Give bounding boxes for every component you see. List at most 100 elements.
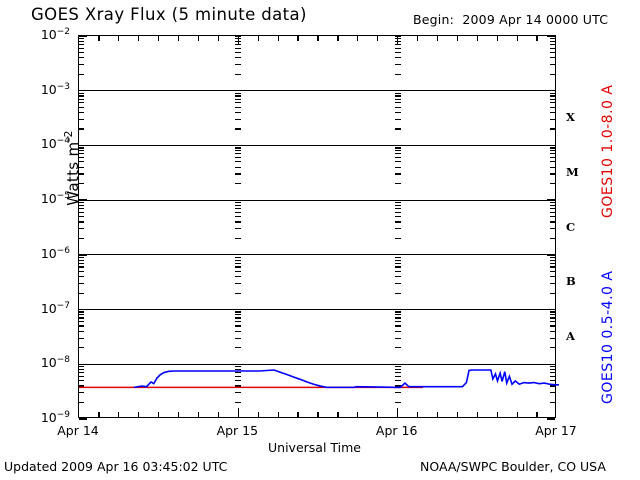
x-tick-day <box>397 36 399 45</box>
gridline <box>79 309 555 311</box>
interior-day-tick <box>235 95 242 97</box>
interior-day-tick <box>235 392 242 394</box>
interior-day-tick <box>235 337 242 339</box>
interior-day-tick <box>394 392 401 394</box>
x-tick-minor <box>536 412 538 417</box>
x-tick-minor <box>377 412 379 417</box>
y-tick-minor <box>550 57 555 59</box>
y-tick-minor <box>550 292 555 294</box>
interior-day-tick <box>394 221 401 223</box>
y-tick-minor <box>79 40 84 42</box>
interior-day-tick <box>235 90 242 92</box>
y-tick-minor <box>79 173 84 175</box>
x-tick-minor <box>297 36 299 41</box>
interior-day-tick <box>394 161 401 163</box>
x-tick-minor <box>177 412 180 417</box>
interior-day-tick <box>235 147 242 149</box>
x-tick-minor <box>476 36 478 41</box>
interior-day-tick <box>394 208 401 210</box>
legend-short-channel: GOES10 0.5-4.0 A <box>600 270 616 404</box>
legend-long-channel: GOES10 1.0-8.0 A <box>600 84 616 218</box>
y-tick-minor <box>79 330 84 332</box>
plot-area <box>78 35 556 420</box>
y-tick-minor <box>550 128 555 130</box>
interior-day-tick <box>394 292 401 294</box>
y-tick-major <box>79 35 87 37</box>
x-tick-minor <box>217 36 219 41</box>
interior-day-tick <box>394 385 401 387</box>
x-tick-minor <box>217 412 219 417</box>
y-tick-minor <box>550 156 555 159</box>
interior-day-tick <box>394 325 401 327</box>
x-tick-minor <box>436 36 439 41</box>
interior-day-tick <box>394 102 401 104</box>
y-tick-minor <box>79 262 84 264</box>
interior-day-tick <box>235 153 242 155</box>
y-tick-minor <box>79 392 84 394</box>
interior-day-tick <box>235 37 242 40</box>
y-tick-minor <box>79 211 84 213</box>
y-tick-minor <box>79 325 84 327</box>
y-tick-label: 10−9 <box>40 410 70 426</box>
y-tick-minor <box>79 282 84 285</box>
y-tick-minor <box>79 270 84 272</box>
x-tick-minor <box>496 36 498 41</box>
x-tick-minor <box>158 412 160 417</box>
gridline <box>79 144 555 146</box>
x-tick-minor <box>257 36 259 41</box>
interior-day-tick <box>394 128 401 130</box>
interior-day-tick <box>394 106 401 108</box>
y-tick-minor <box>550 375 555 377</box>
interior-day-tick <box>235 73 242 75</box>
interior-day-tick <box>235 401 242 404</box>
y-tick-minor <box>79 321 84 323</box>
x-tick-minor <box>138 412 140 417</box>
interior-day-tick <box>394 43 401 46</box>
y-tick-minor <box>79 128 84 130</box>
x-tick-minor <box>377 36 379 41</box>
y-tick-minor <box>79 372 84 374</box>
interior-day-tick <box>235 266 242 268</box>
y-tick-minor <box>550 266 555 268</box>
y-tick-minor <box>550 321 555 323</box>
y-tick-minor <box>550 276 555 278</box>
interior-day-tick <box>235 259 242 261</box>
x-tick-minor <box>337 412 339 417</box>
interior-day-tick <box>394 380 401 382</box>
interior-day-tick <box>394 256 401 258</box>
interior-day-tick <box>394 317 401 319</box>
page-title: GOES Xray Flux (5 minute data) <box>31 5 307 24</box>
y-tick-minor <box>550 392 555 394</box>
interior-day-tick <box>394 57 401 59</box>
x-tick-day <box>237 36 239 45</box>
x-tick-minor <box>337 36 339 41</box>
interior-day-tick <box>235 150 242 152</box>
y-tick-major <box>547 363 555 365</box>
interior-day-tick <box>394 276 401 278</box>
y-tick-minor <box>79 51 84 54</box>
interior-day-tick <box>394 314 401 316</box>
y-tick-minor <box>550 95 555 97</box>
y-tick-minor <box>550 150 555 152</box>
y-tick-minor <box>79 106 84 108</box>
interior-day-tick <box>235 92 242 94</box>
y-tick-minor <box>550 211 555 213</box>
y-tick-minor <box>550 347 555 349</box>
y-tick-minor <box>79 111 84 114</box>
updated-timestamp: Updated 2009 Apr 16 03:45:02 UTC <box>4 459 228 474</box>
interior-day-tick <box>235 204 242 207</box>
y-tick-minor <box>550 98 555 100</box>
y-tick-major <box>79 363 87 365</box>
interior-day-tick <box>235 43 242 46</box>
interior-day-tick <box>235 321 242 323</box>
y-tick-minor <box>550 380 555 382</box>
interior-day-tick <box>394 270 401 272</box>
y-tick-minor <box>550 147 555 149</box>
y-tick-minor <box>550 337 555 339</box>
interior-day-tick <box>235 270 242 272</box>
y-tick-minor <box>79 64 84 66</box>
interior-day-tick <box>235 368 242 371</box>
y-tick-minor <box>550 325 555 327</box>
y-tick-minor <box>550 208 555 210</box>
